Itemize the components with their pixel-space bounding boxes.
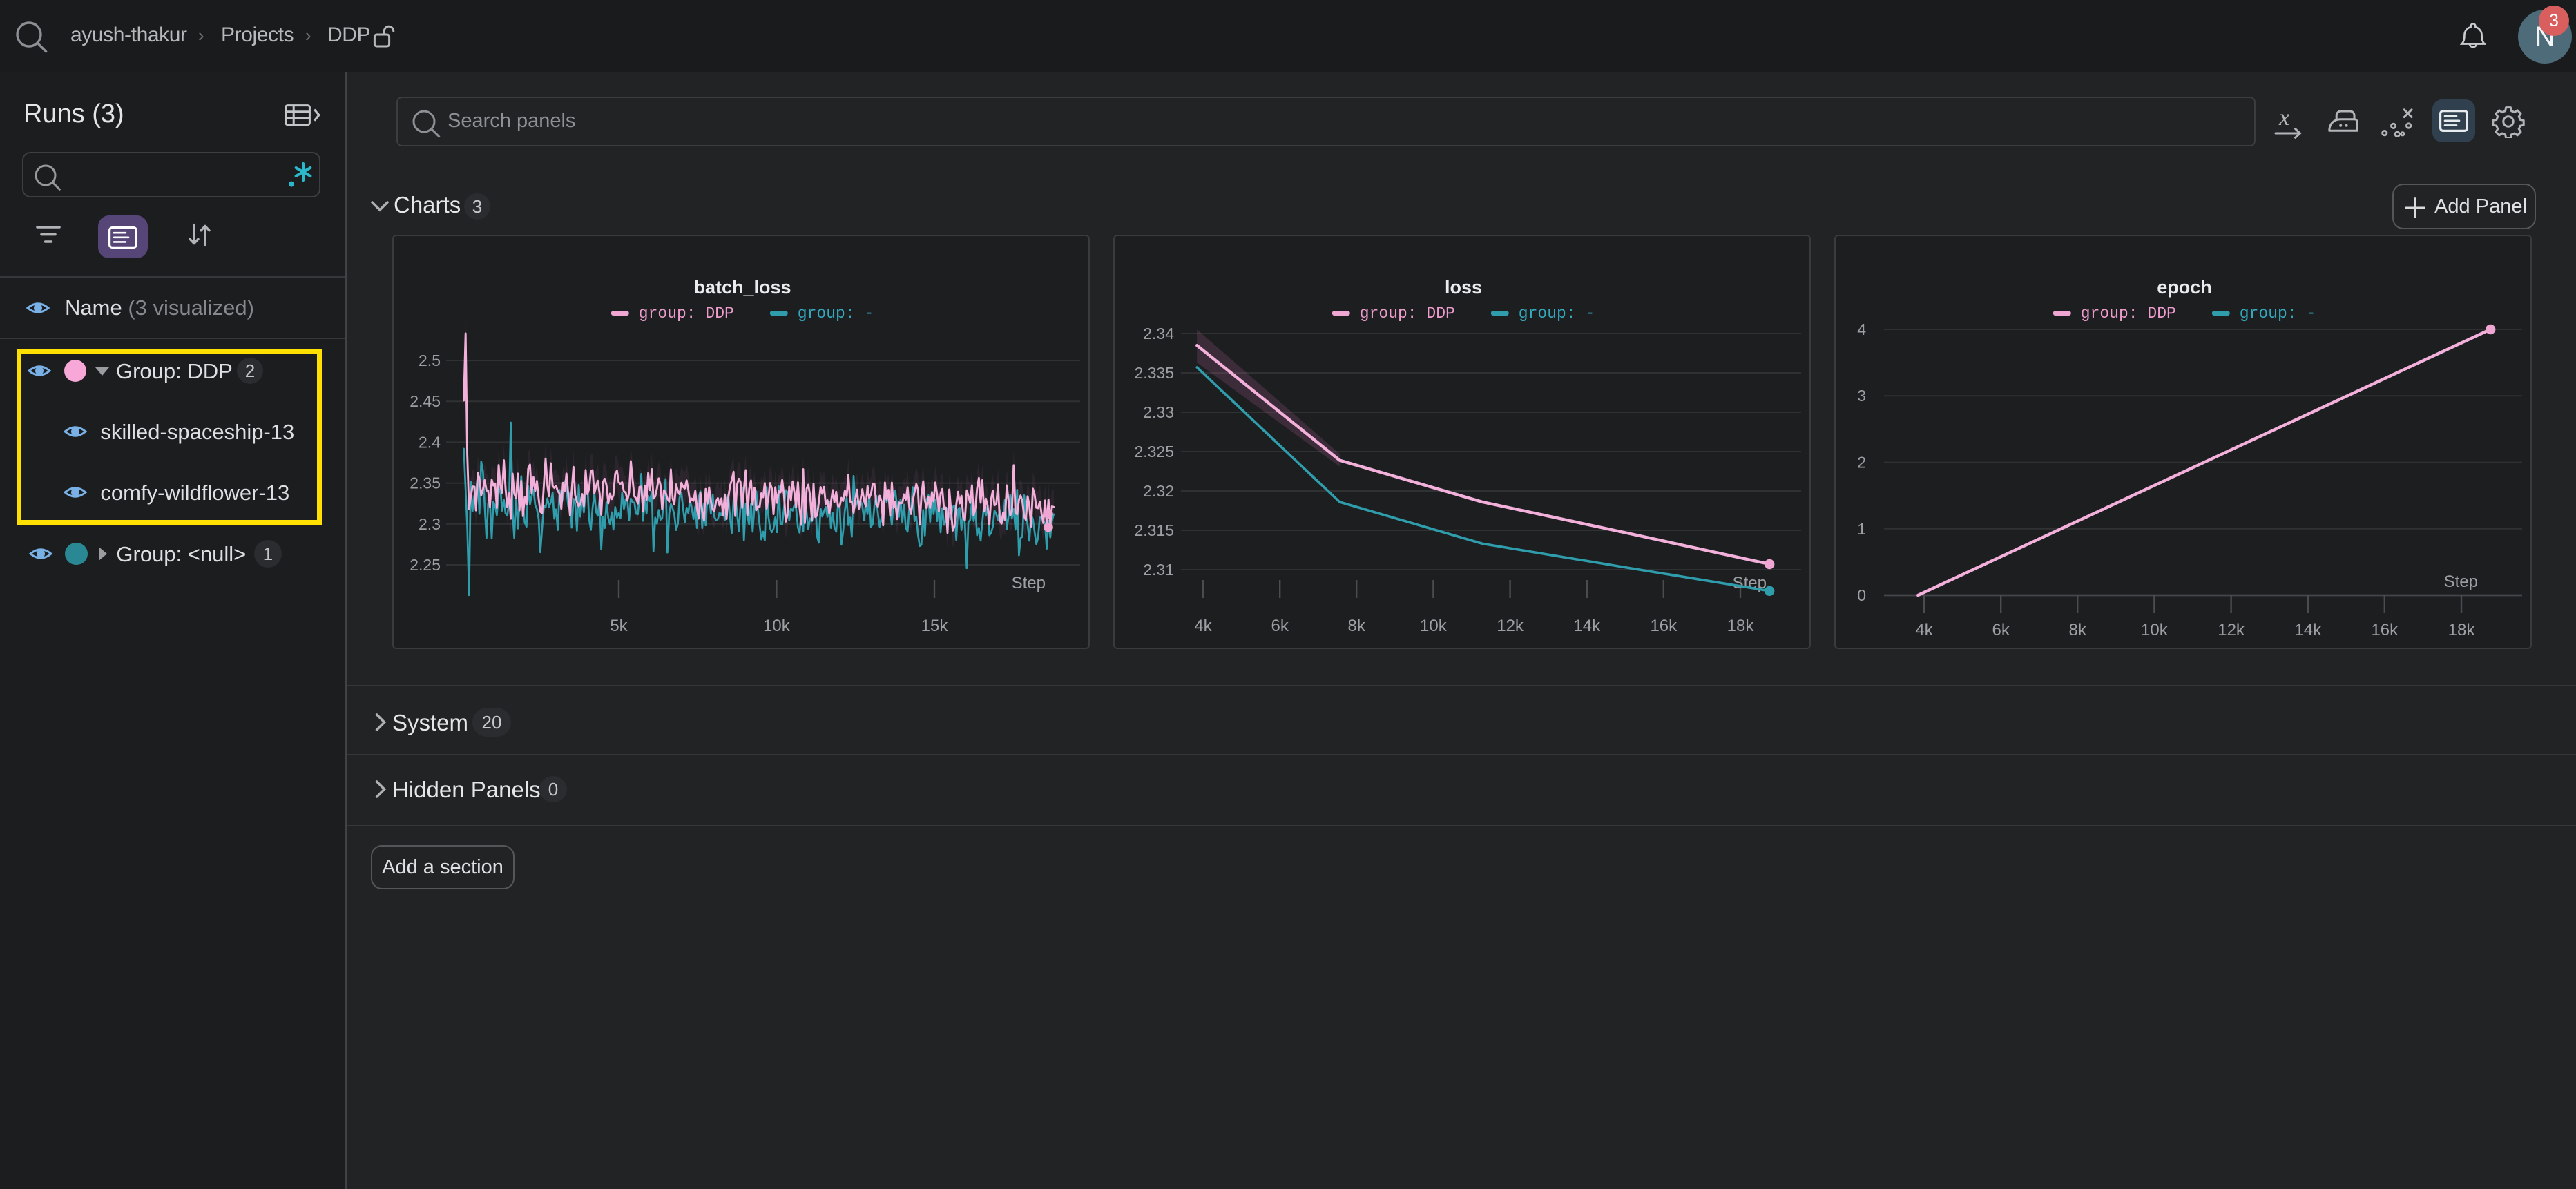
svg-text:0: 0 [1857, 586, 1866, 604]
svg-text:group: DDP: group: DDP [1360, 304, 1455, 322]
svg-text:8k: 8k [2069, 621, 2087, 639]
svg-text:2: 2 [1857, 454, 1866, 472]
svg-text:2.33: 2.33 [1143, 403, 1174, 421]
svg-text:4: 4 [1857, 320, 1866, 338]
svg-text:1: 1 [1857, 520, 1866, 538]
svg-text:12k: 12k [1497, 617, 1524, 635]
svg-text:loss: loss [1445, 277, 1482, 298]
svg-text:14k: 14k [1573, 617, 1601, 635]
svg-text:10k: 10k [1420, 617, 1448, 635]
svg-text:2.325: 2.325 [1134, 443, 1174, 461]
svg-text:2.32: 2.32 [1143, 482, 1174, 500]
svg-text:group: DDP: group: DDP [2081, 304, 2176, 322]
svg-text:6k: 6k [1271, 617, 1289, 635]
svg-text:group: -: group: - [2240, 304, 2316, 322]
svg-text:6k: 6k [1992, 621, 2010, 639]
svg-text:2.25: 2.25 [410, 556, 441, 574]
svg-text:2.4: 2.4 [419, 433, 441, 451]
svg-text:2.5: 2.5 [419, 351, 441, 369]
svg-text:2.315: 2.315 [1134, 521, 1174, 539]
svg-text:Step: Step [2444, 572, 2478, 591]
svg-text:2.31: 2.31 [1143, 561, 1174, 579]
svg-text:14k: 14k [2294, 621, 2322, 639]
svg-text:group: -: group: - [798, 304, 874, 322]
svg-text:2.3: 2.3 [419, 515, 441, 533]
svg-text:10k: 10k [2141, 621, 2169, 639]
svg-text:4k: 4k [1915, 621, 1933, 639]
svg-text:15k: 15k [921, 617, 949, 635]
svg-text:16k: 16k [1650, 617, 1678, 635]
svg-text:16k: 16k [2371, 621, 2399, 639]
svg-text:2.34: 2.34 [1143, 325, 1174, 342]
svg-text:8k: 8k [1348, 617, 1366, 635]
svg-text:2.45: 2.45 [410, 392, 441, 410]
svg-text:18k: 18k [2448, 621, 2476, 639]
svg-text:group: DDP: group: DDP [639, 304, 734, 322]
svg-text:group: -: group: - [1519, 304, 1595, 322]
svg-text:2.335: 2.335 [1134, 364, 1174, 382]
svg-text:2.35: 2.35 [410, 474, 441, 492]
svg-text:batch_loss: batch_loss [693, 277, 791, 298]
svg-text:12k: 12k [2218, 621, 2245, 639]
svg-text:18k: 18k [1727, 617, 1755, 635]
svg-text:Step: Step [1012, 574, 1046, 592]
svg-text:x: x [2278, 106, 2289, 130]
svg-text:3: 3 [1857, 387, 1866, 405]
svg-text:epoch: epoch [2157, 277, 2212, 298]
svg-text:5k: 5k [610, 617, 628, 635]
svg-text:10k: 10k [763, 617, 791, 635]
svg-text:4k: 4k [1194, 617, 1212, 635]
